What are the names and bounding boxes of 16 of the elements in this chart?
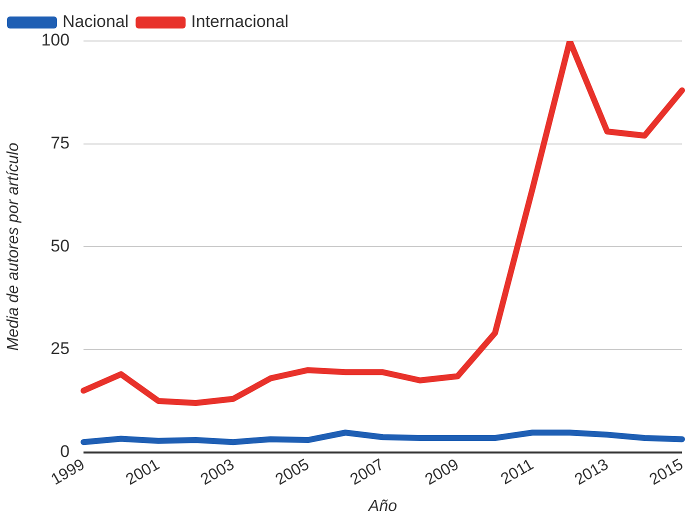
x-tick-label: 2011 xyxy=(498,456,537,488)
x-tick-label: 2007 xyxy=(348,456,388,489)
legend-label: Nacional xyxy=(62,12,129,32)
y-tick-label: 75 xyxy=(50,134,70,153)
x-tick-label: 2003 xyxy=(198,456,238,489)
y-axis-title: Media de autores por artículo xyxy=(5,142,22,351)
x-tick-label: 2001 xyxy=(123,456,163,489)
x-tick-label: 2005 xyxy=(272,456,312,489)
y-tick-label: 100 xyxy=(41,30,70,50)
x-tick-label: 2009 xyxy=(422,456,462,489)
x-tick-label: 2015 xyxy=(646,456,686,489)
legend-label: Internacional xyxy=(191,12,288,32)
x-tick-label: 2013 xyxy=(572,456,612,489)
y-tick-label: 25 xyxy=(50,339,70,358)
y-tick-label: 50 xyxy=(50,236,70,256)
x-axis-title: Año xyxy=(368,498,398,515)
